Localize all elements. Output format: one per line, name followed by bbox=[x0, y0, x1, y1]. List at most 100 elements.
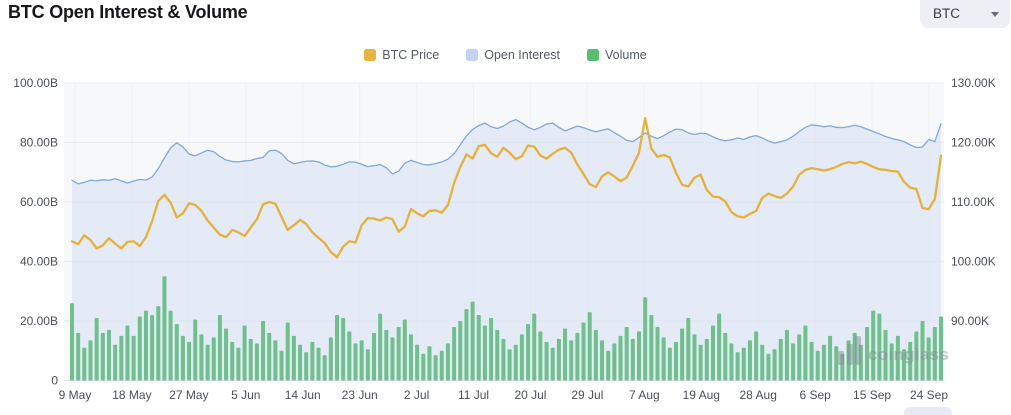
volume-bar bbox=[125, 325, 130, 381]
volume-bar bbox=[667, 347, 672, 381]
volume-bar bbox=[433, 355, 438, 381]
volume-bar bbox=[353, 343, 358, 381]
right-axis-tick-label: 100.00K bbox=[951, 255, 996, 269]
left-axis-tick-label: 40.00B bbox=[20, 255, 58, 269]
volume-bar bbox=[735, 352, 740, 381]
volume-bar bbox=[655, 326, 660, 381]
chevron-down-icon bbox=[991, 11, 999, 17]
legend-item-volume[interactable]: Volume bbox=[587, 48, 647, 62]
volume-bar bbox=[452, 326, 457, 381]
volume-bar bbox=[384, 329, 389, 381]
volume-bar bbox=[211, 337, 216, 381]
volume-bar bbox=[94, 318, 99, 381]
volume-bar bbox=[162, 276, 167, 381]
volume-bar bbox=[883, 329, 888, 381]
volume-bar bbox=[914, 331, 919, 381]
volume-bar bbox=[834, 346, 839, 381]
volume-bar bbox=[673, 341, 678, 381]
volume-bar bbox=[902, 349, 907, 381]
volume-bar bbox=[772, 349, 777, 381]
x-axis-tick-label: 5 Jun bbox=[231, 388, 260, 402]
volume-bar bbox=[143, 310, 148, 381]
volume-bar bbox=[920, 321, 925, 381]
volume-bar bbox=[224, 328, 229, 381]
volume-bar bbox=[236, 347, 241, 381]
volume-bar bbox=[267, 332, 272, 381]
volume-bar bbox=[285, 322, 290, 381]
volume-bar bbox=[482, 325, 487, 381]
x-axis-tick-label: 2 Jul bbox=[404, 388, 429, 402]
volume-bar bbox=[556, 338, 561, 381]
left-axis-tick-label: 60.00B bbox=[20, 195, 58, 209]
volume-bar bbox=[291, 335, 296, 381]
left-axis-tick-label: 0 bbox=[51, 374, 58, 388]
volume-bar bbox=[519, 334, 524, 381]
symbol-dropdown[interactable]: BTC bbox=[920, 0, 1010, 28]
volume-bar bbox=[926, 337, 931, 381]
volume-bar bbox=[784, 329, 789, 381]
left-axis-tick-label: 100.00B bbox=[13, 76, 58, 90]
volume-bar bbox=[365, 349, 370, 381]
volume-bar bbox=[254, 343, 259, 381]
volume-bar bbox=[507, 349, 512, 381]
volume-bar bbox=[698, 344, 703, 381]
volume-bar bbox=[193, 319, 198, 381]
volume-bar bbox=[754, 331, 759, 381]
open-interest-area bbox=[72, 119, 941, 381]
volume-bar bbox=[82, 347, 87, 381]
legend-item-open-interest[interactable]: Open Interest bbox=[466, 48, 560, 62]
volume-bar bbox=[710, 325, 715, 381]
left-axis-tick-label: 20.00B bbox=[20, 314, 58, 328]
volume-bar bbox=[532, 313, 537, 381]
volume-bar bbox=[895, 335, 900, 381]
volume-bar bbox=[852, 332, 857, 381]
volume-bar bbox=[630, 338, 635, 381]
volume-bar bbox=[445, 343, 450, 381]
volume-bar bbox=[88, 340, 93, 381]
volume-bar bbox=[199, 334, 204, 381]
volume-bar bbox=[187, 341, 192, 381]
x-axis-tick-label: 11 Jul bbox=[458, 388, 489, 402]
volume-bar bbox=[242, 325, 247, 381]
volume-bar bbox=[316, 347, 321, 381]
volume-bar bbox=[470, 301, 475, 381]
volume-bar bbox=[858, 344, 863, 381]
volume-bar bbox=[371, 332, 376, 381]
volume-bar bbox=[871, 310, 876, 381]
zoom-scroll-thumb[interactable] bbox=[904, 407, 952, 415]
volume-bar bbox=[439, 350, 444, 381]
volume-bar bbox=[723, 332, 728, 381]
volume-bar bbox=[415, 344, 420, 381]
x-axis-tick-label: 27 May bbox=[169, 388, 208, 402]
volume-bar bbox=[180, 335, 185, 381]
volume-bar bbox=[908, 341, 913, 381]
x-axis-tick-label: 28 Aug bbox=[740, 388, 777, 402]
volume-bar bbox=[550, 347, 555, 381]
volume-bar bbox=[335, 315, 340, 381]
x-axis-tick-label: 19 Aug bbox=[683, 388, 720, 402]
volume-bar bbox=[248, 338, 253, 381]
right-axis-tick-label: 130.00K bbox=[951, 76, 996, 90]
volume-bar bbox=[865, 326, 870, 381]
volume-bar bbox=[649, 315, 654, 381]
volume-bar bbox=[538, 331, 543, 381]
volume-bar bbox=[569, 340, 574, 381]
volume-bar bbox=[489, 318, 494, 381]
volume-bar bbox=[889, 343, 894, 381]
volume-bar bbox=[378, 313, 383, 381]
volume-bar bbox=[643, 297, 648, 381]
volume-bar bbox=[618, 335, 623, 381]
volume-bar bbox=[815, 350, 820, 381]
legend-label-open-interest: Open Interest bbox=[484, 48, 560, 62]
volume-bar bbox=[427, 346, 432, 381]
left-axis-tick-label: 80.00B bbox=[20, 136, 58, 150]
volume-bar bbox=[766, 353, 771, 381]
legend-item-btc-price[interactable]: BTC Price bbox=[364, 48, 439, 62]
volume-bar bbox=[575, 332, 580, 381]
volume-bar bbox=[778, 338, 783, 381]
volume-bar bbox=[137, 316, 142, 381]
volume-bar bbox=[279, 350, 284, 381]
volume-swatch-icon bbox=[587, 49, 599, 61]
